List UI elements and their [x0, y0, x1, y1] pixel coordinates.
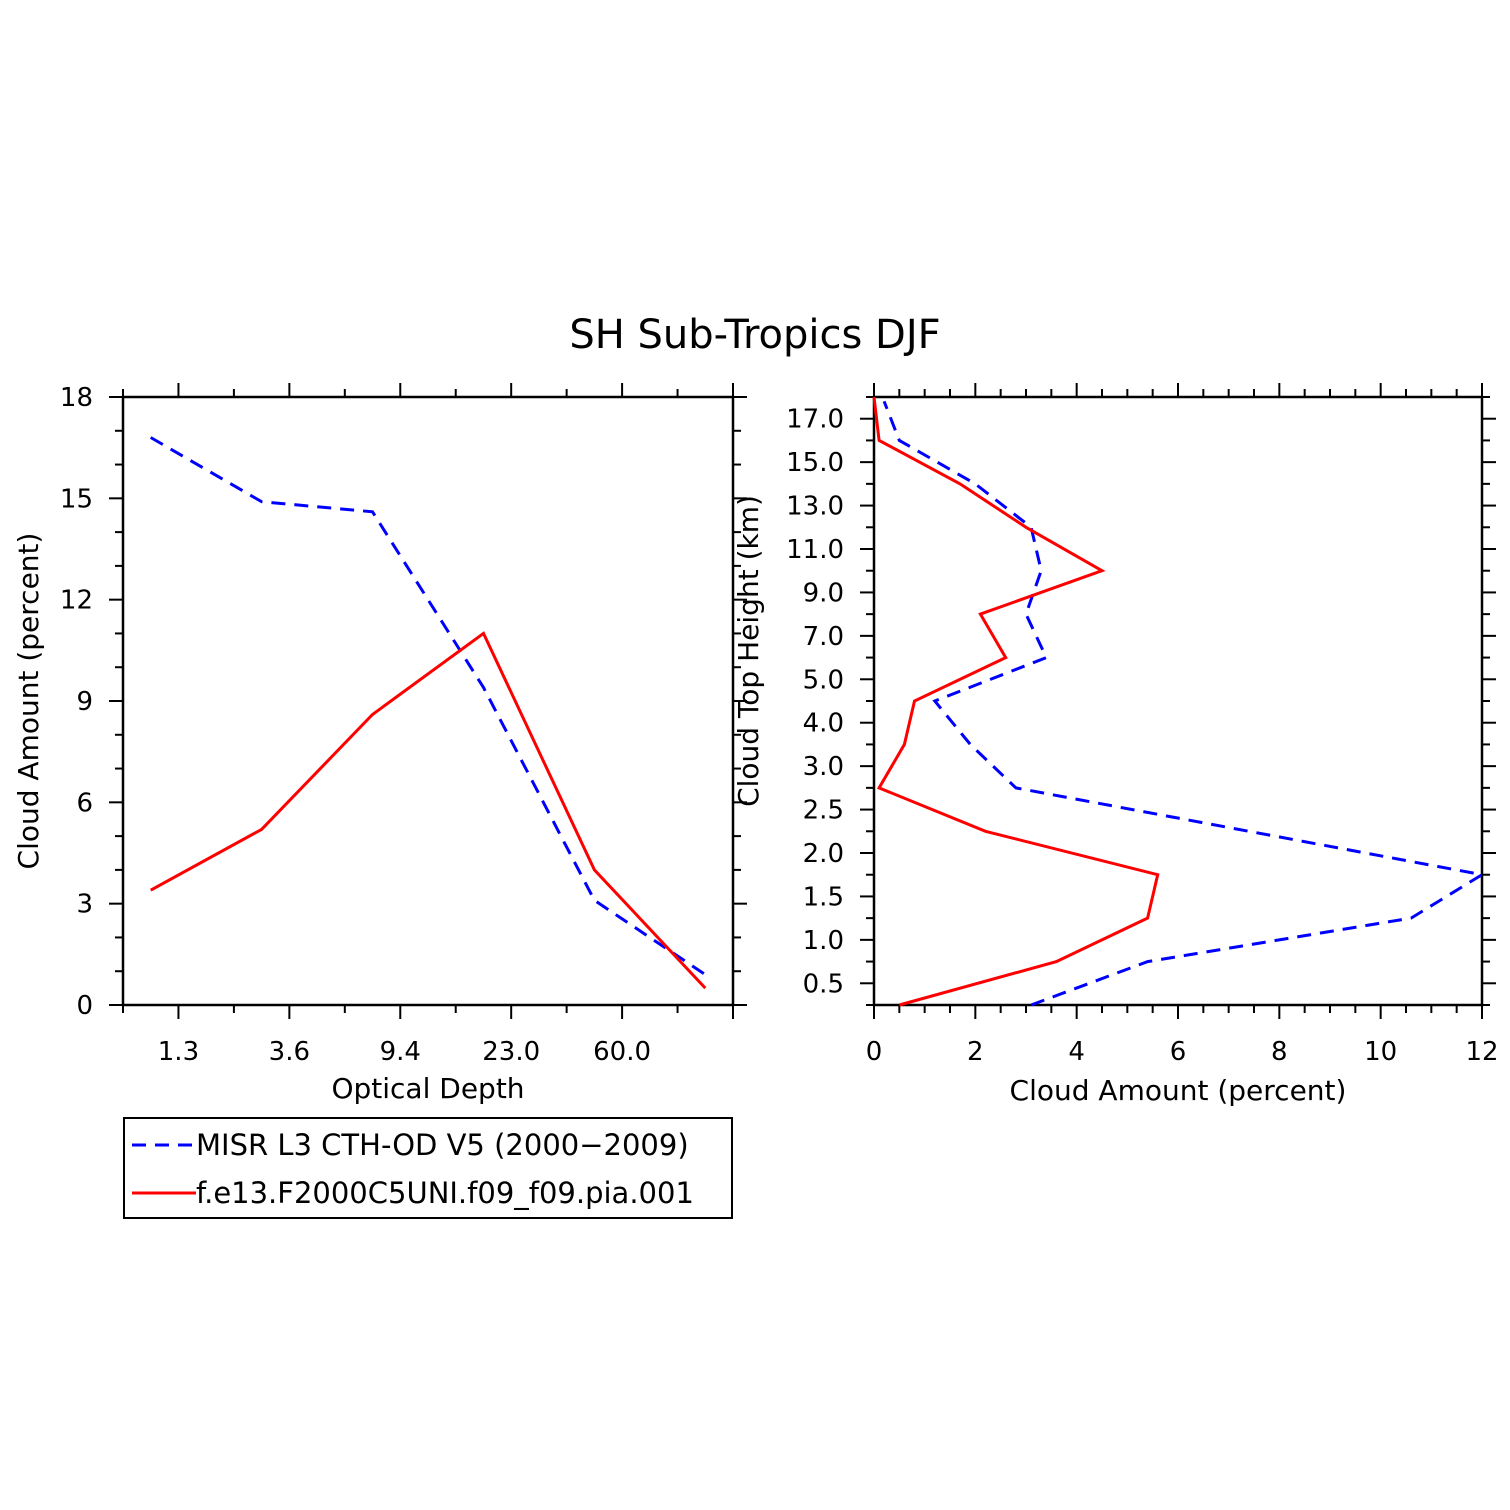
chart-title: SH Sub-Tropics DJF	[569, 312, 940, 358]
left-x-tick-label: 9.4	[380, 1037, 421, 1067]
left-y-tick-label: 15	[60, 484, 93, 514]
left-plot-frame	[121, 395, 735, 1007]
right-x-tick-label: 2	[967, 1037, 984, 1067]
left-y-tick-label: 9	[76, 687, 93, 717]
left-y-tick-label: 18	[60, 383, 93, 413]
right-plot: 0 2 4 6 8 10 12 0.5 1.0 1.5 2.0 2.5 3.0 4.0 5.0 7.0 9.0 1…	[732, 383, 1499, 1107]
right-x-tick-label: 4	[1068, 1037, 1085, 1067]
right-y-tick-label: 15.0	[786, 448, 844, 478]
right-y-tick-label: 2.5	[803, 796, 844, 826]
right-y-tick-label: 17.0	[786, 405, 844, 435]
right-y-tick-label: 1.0	[803, 926, 844, 956]
right-y-tick-label: 2.0	[803, 839, 844, 869]
left-y-tick-label: 3	[76, 890, 93, 920]
left-x-tick-label: 1.3	[158, 1037, 199, 1067]
left-x-tick-label: 23.0	[482, 1037, 540, 1067]
left-plot: 1.3 3.6 9.4 23.0 60.0 0 3 6 9 12 15 18 Optical Depth…	[12, 383, 747, 1105]
legend: MISR L3 CTH-OD V5 (2000−2009) f.e13.F2000…	[123, 1117, 733, 1219]
left-y-tick-label: 0	[76, 991, 93, 1021]
right-x-tick-label: 0	[866, 1037, 883, 1067]
legend-label-0: MISR L3 CTH-OD V5 (2000−2009)	[196, 1128, 689, 1162]
left-x-tick-label: 60.0	[593, 1037, 651, 1067]
right-x-tick-label: 10	[1364, 1037, 1397, 1067]
left-x-tick-label: 3.6	[269, 1037, 310, 1067]
right-y-tick-label: 4.0	[803, 709, 844, 739]
right-y-axis-label: Cloud Top Height (km)	[732, 495, 765, 807]
left-y-tick-label: 12	[60, 586, 93, 616]
right-y-tick-label: 3.0	[803, 752, 844, 782]
right-x-axis-label: Cloud Amount (percent)	[1010, 1074, 1347, 1107]
right-x-tick-label: 12	[1465, 1037, 1498, 1067]
left-series-line-1	[149, 631, 707, 990]
right-y-tick-label: 0.5	[803, 969, 844, 999]
legend-box	[123, 1117, 733, 1219]
right-x-tick-label: 6	[1170, 1037, 1187, 1067]
right-y-tick-label: 5.0	[803, 665, 844, 695]
left-y-axis-label: Cloud Amount (percent)	[12, 533, 45, 870]
right-y-tick-label: 7.0	[803, 622, 844, 652]
right-y-tick-label: 13.0	[786, 492, 844, 522]
left-y-tick-label: 6	[76, 788, 93, 818]
right-x-tick-label: 8	[1271, 1037, 1288, 1067]
right-y-tick-label: 1.5	[803, 882, 844, 912]
right-series-line-1	[872, 396, 1160, 1007]
left-series-line-0	[149, 436, 707, 976]
right-y-tick-label: 9.0	[803, 578, 844, 608]
left-x-axis-label: Optical Depth	[331, 1072, 524, 1105]
right-series-line-0	[882, 400, 1487, 1007]
legend-label-1: f.e13.F2000C5UNI.f09_f09.pia.001	[196, 1176, 694, 1210]
right-y-tick-label: 11.0	[786, 535, 844, 565]
